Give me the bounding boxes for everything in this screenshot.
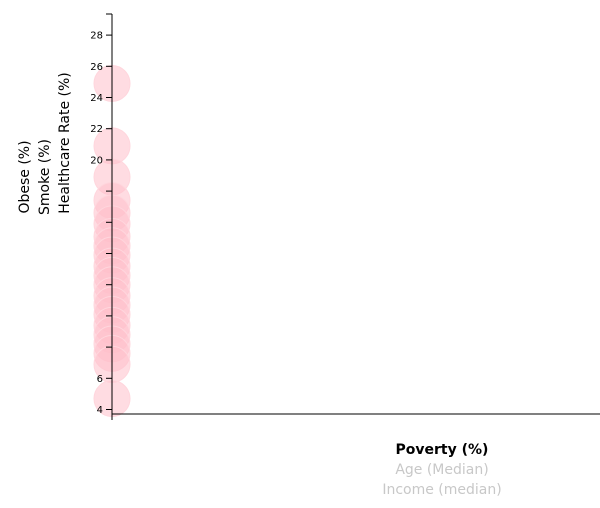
y-label-obese[interactable]: Obese (%): [17, 140, 33, 213]
y-axis-labels: Healthcare Rate (%) Smoke (%) Obese (%): [17, 72, 73, 215]
y-label-smoke[interactable]: Smoke (%): [37, 139, 53, 215]
y-tick-label: 20: [90, 155, 103, 166]
x-label-income[interactable]: Income (median): [382, 482, 501, 498]
y-tick-label: 28: [90, 31, 103, 42]
x-label-poverty[interactable]: Poverty (%): [396, 442, 489, 458]
y-tick-label: 6: [97, 374, 103, 385]
y-tick-label: 22: [90, 124, 103, 135]
y-label-healthcare[interactable]: Healthcare Rate (%): [57, 72, 73, 214]
y-axis: 4 6 20 22 24 26 28: [90, 13, 113, 420]
x-label-age[interactable]: Age (Median): [395, 462, 488, 478]
x-axis-labels: Poverty (%) Age (Median) Income (median): [382, 442, 501, 498]
y-tick-label: 26: [90, 62, 103, 73]
y-tick-label: 4: [97, 405, 103, 416]
y-tick-label: 24: [90, 93, 103, 104]
